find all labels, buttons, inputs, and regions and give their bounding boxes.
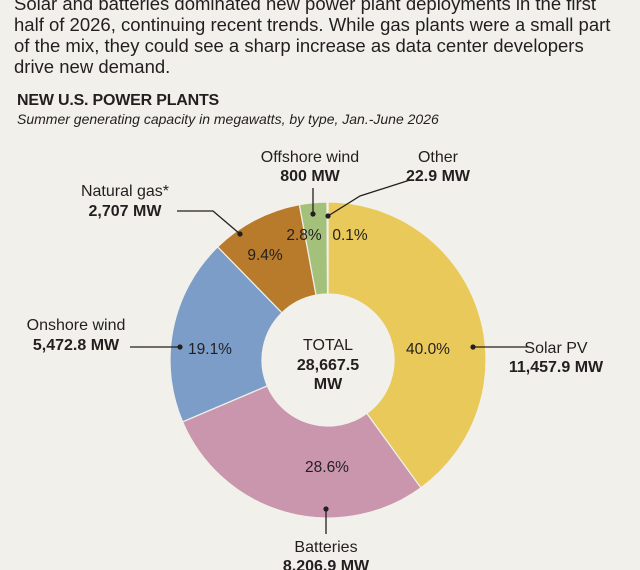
leader-line-natural-gas [177, 210, 241, 235]
pct-label-batteries: 28.6% [305, 459, 349, 476]
pct-label-other: 0.1% [332, 227, 368, 244]
label-value-other: 22.9 MW [406, 168, 471, 185]
leader-line-other [327, 179, 411, 217]
total-line-3: MW [314, 376, 343, 393]
slice-onshore-wind [169, 246, 283, 423]
pct-label-natural-gas: 9.4% [247, 247, 283, 264]
label-name-onshore-wind: Onshore wind [27, 317, 126, 334]
label-value-onshore-wind: 5,472.8 MW [33, 337, 120, 354]
chart-title: NEW U.S. POWER PLANTS [17, 92, 220, 109]
chart-subtitle: Summer generating capacity in megawatts,… [17, 111, 439, 127]
leader-dot-onshore-wind [177, 344, 183, 350]
slice-solar-pv [327, 201, 487, 489]
total-line-2: 28,667.5 [297, 357, 359, 374]
label-value-batteries: 8,206.9 MW [283, 558, 370, 570]
label-name-offshore-wind: Offshore wind [261, 149, 359, 166]
leader-dot-offshore-wind [310, 211, 316, 217]
slice-other [326, 201, 329, 295]
label-name-batteries: Batteries [294, 539, 357, 556]
pct-label-onshore-wind: 19.1% [188, 341, 232, 358]
label-name-solar-pv: Solar PV [524, 340, 587, 357]
label-name-other: Other [418, 149, 459, 166]
label-value-solar-pv: 11,457.9 MW [509, 359, 604, 376]
label-value-natural-gas: 2,707 MW [89, 203, 163, 220]
slice-batteries [181, 385, 422, 519]
leader-dot-natural-gas [237, 231, 243, 237]
total-line-1: TOTAL [303, 337, 353, 354]
leader-dot-batteries [323, 506, 329, 512]
leader-dot-other [325, 213, 331, 219]
leader-dot-solar-pv [470, 344, 476, 350]
label-name-natural-gas: Natural gas* [81, 183, 169, 200]
label-value-offshore-wind: 800 MW [280, 168, 340, 185]
pct-label-solar-pv: 40.0% [406, 341, 450, 358]
intro-text: Solar and batteries dominated new power … [14, 0, 611, 77]
pct-label-offshore-wind: 2.8% [286, 227, 322, 244]
